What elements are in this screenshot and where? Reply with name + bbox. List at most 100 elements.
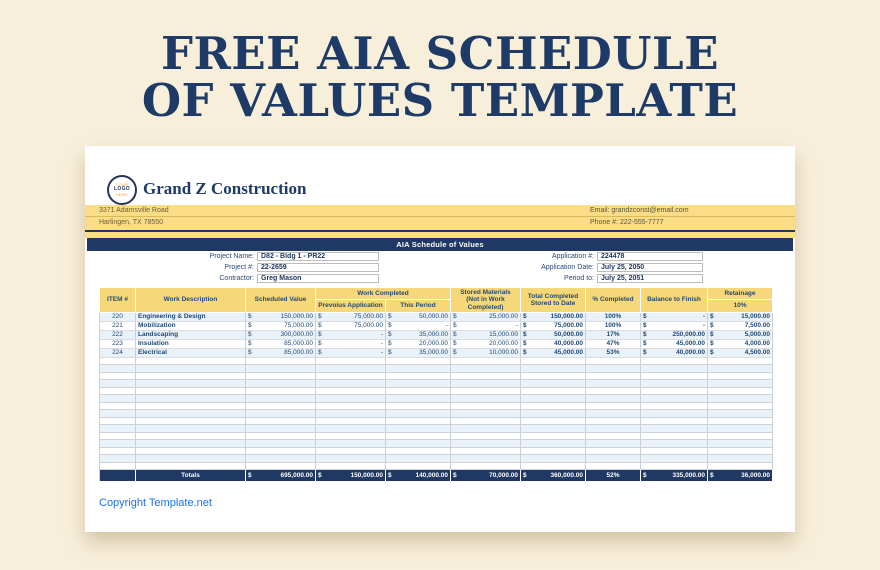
empty-cell (315, 439, 386, 448)
totals-label: Totals (135, 469, 246, 481)
empty-cell (520, 417, 586, 426)
empty-cell (640, 447, 708, 456)
header-this-period: This Period (385, 299, 451, 313)
empty-cell (707, 454, 773, 463)
header-work-description: Work Description (135, 287, 246, 313)
cell-retainage: $5,000.00 (707, 330, 773, 340)
page-title-line2: OF VALUES TEMPLATE (141, 74, 739, 127)
currency-symbol: $ (388, 349, 392, 357)
application-number-input[interactable]: 224478 (597, 252, 703, 261)
contact-band-row2: Harlingen, TX 78550 Phone #: 222-555-777… (85, 217, 795, 229)
empty-cell (99, 364, 136, 373)
empty-cell (707, 372, 773, 381)
empty-cell (385, 454, 451, 463)
application-date-input[interactable]: July 25, 2050 (597, 263, 703, 272)
cell-description: Mobilization (135, 321, 246, 331)
empty-row (99, 454, 773, 463)
empty-cell (707, 409, 773, 418)
empty-cell (385, 432, 451, 441)
header-balance-to-finish: Balance to Finish (640, 287, 708, 313)
project-number-input[interactable]: 22-2659 (257, 263, 379, 272)
empty-cell (135, 417, 246, 426)
header-stored-materials: Stored Materials (Not in Work Completed) (450, 287, 521, 313)
table-header: ITEM # Work Description Scheduled Value … (99, 286, 773, 313)
contractor-input[interactable]: Greg Mason (257, 274, 379, 283)
empty-cell (315, 357, 386, 366)
empty-cell (135, 447, 246, 456)
currency-symbol: $ (388, 322, 392, 330)
project-name-input[interactable]: D82 - Bldg 1 - PR22 (257, 252, 379, 261)
cell-stored: $15,000.00 (450, 330, 521, 340)
empty-cell (450, 424, 521, 433)
period-to-input[interactable]: July 25, 2051 (597, 274, 703, 283)
empty-cell (520, 447, 586, 456)
empty-cell (245, 454, 316, 463)
currency-symbol: $ (523, 340, 527, 348)
currency-symbol: $ (453, 313, 457, 321)
empty-cell (245, 387, 316, 396)
cell-period: $50,000.00 (385, 312, 451, 322)
empty-cell (520, 424, 586, 433)
empty-cell (450, 462, 521, 471)
cell-balance: $45,000.00 (640, 339, 708, 349)
empty-cell (385, 357, 451, 366)
empty-cell (640, 454, 708, 463)
empty-cell (450, 402, 521, 411)
cell-pct: 100% (585, 312, 641, 322)
currency-symbol: $ (710, 322, 714, 330)
empty-row (99, 394, 773, 403)
currency-symbol: $ (710, 331, 714, 339)
logo-text-your: YOUR (115, 182, 129, 188)
empty-cell (640, 417, 708, 426)
empty-row (99, 462, 773, 471)
empty-cell (99, 462, 136, 471)
header-total-completed: Total Completed Stored to Date (520, 287, 586, 313)
empty-cell (640, 357, 708, 366)
empty-cell (450, 409, 521, 418)
currency-symbol: $ (453, 349, 457, 357)
period-to-label: Period to: (564, 275, 594, 282)
field-project-name: Project Name: D82 - Bldg 1 - PR22 (137, 252, 379, 261)
header-pct-completed: % Completed (585, 287, 641, 313)
currency-symbol: $ (453, 331, 457, 339)
cell-previous: $75,000.00 (315, 321, 386, 331)
cell-previous: $ - (315, 330, 386, 340)
empty-cell (520, 432, 586, 441)
empty-cell (585, 417, 641, 426)
cell-description: Electrical (135, 348, 246, 358)
empty-cell (315, 387, 386, 396)
empty-cell (707, 402, 773, 411)
table-row: 220 Engineering & Design $150,000.00 $75… (99, 312, 773, 322)
cell-total: $50,000.00 (520, 330, 586, 340)
address-line1: 3371 Adamsville Road (99, 207, 169, 214)
currency-symbol: $ (643, 322, 647, 330)
header-retainage: Retainage (707, 286, 773, 301)
empty-cell (640, 387, 708, 396)
empty-cell (585, 462, 641, 471)
currency-symbol: $ (643, 313, 647, 321)
cell-scheduled: $75,000.00 (245, 321, 316, 331)
cell-item: 223 (99, 339, 136, 349)
empty-cell (585, 357, 641, 366)
field-application-number: Application #: 224478 (477, 252, 703, 261)
empty-row (99, 447, 773, 456)
empty-cell (707, 394, 773, 403)
empty-row (99, 417, 773, 426)
empty-cell (450, 357, 521, 366)
currency-symbol: $ (453, 472, 457, 480)
currency-symbol: $ (523, 313, 527, 321)
cell-retainage: $7,500.00 (707, 321, 773, 331)
copyright-link[interactable]: Copyright Template.net (99, 497, 212, 509)
currency-symbol: $ (710, 349, 714, 357)
empty-cell (520, 454, 586, 463)
empty-cell (315, 417, 386, 426)
cell-total: $40,000.00 (520, 339, 586, 349)
empty-cell (99, 357, 136, 366)
currency-symbol: $ (523, 349, 527, 357)
empty-cell (585, 387, 641, 396)
totals-stored: $70,000.00 (450, 469, 521, 481)
currency-symbol: $ (453, 340, 457, 348)
table-row: 222 Landscaping $300,000.00 $ - $35,000.0… (99, 330, 773, 340)
cell-item: 224 (99, 348, 136, 358)
empty-cell (707, 357, 773, 366)
